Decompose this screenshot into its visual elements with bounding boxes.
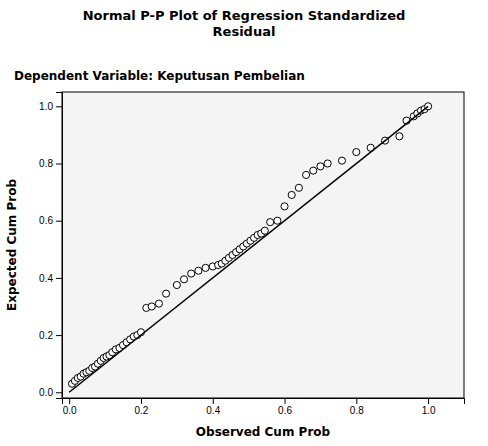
tick-label: 1.0 <box>422 405 436 416</box>
tick-mark <box>356 398 357 404</box>
tick: 0.0 <box>63 398 77 416</box>
point <box>180 276 187 283</box>
point <box>281 203 288 210</box>
point <box>295 184 302 191</box>
point <box>188 270 195 277</box>
tick-mark <box>285 398 286 404</box>
tick: 0.0 <box>39 387 62 398</box>
tick-label: 0.6 <box>39 215 53 226</box>
tick-label: 0.0 <box>63 405 77 416</box>
y-axis-label: Expected Cum Prob <box>5 179 19 311</box>
tick: 1.0 <box>422 398 436 416</box>
x-axis: 0.0 0.2 0.4 0.6 0.8 1.0 <box>63 398 465 416</box>
point <box>353 148 360 155</box>
plot-background <box>62 92 464 398</box>
tick: 0.2 <box>135 398 149 416</box>
marks <box>68 103 431 393</box>
y-axis: 0.0 0.2 0.4 0.6 0.8 1.0 <box>39 93 62 399</box>
tick-mark <box>56 392 62 393</box>
point <box>155 300 162 307</box>
tick: 0.2 <box>39 330 62 341</box>
point <box>317 163 324 170</box>
tick: 0.6 <box>39 215 62 226</box>
tick-mark <box>428 398 429 404</box>
tick-mark <box>56 221 62 222</box>
plot-frame <box>62 92 464 398</box>
point <box>338 157 345 164</box>
scatter-series <box>68 103 431 388</box>
point <box>202 264 209 271</box>
x-axis-label: Observed Cum Prob <box>196 425 331 439</box>
reference-line <box>69 106 428 392</box>
point <box>274 217 281 224</box>
tick: 0.4 <box>39 273 62 284</box>
tick: 0.8 <box>350 398 364 416</box>
point <box>195 267 202 274</box>
plot: 0.0 0.2 0.4 0.6 0.8 1.0 0.0 0.2 0.4 0.6 0.8 1.0 <box>39 92 464 416</box>
title: Normal P-P Plot of Regression Standardiz… <box>83 8 406 39</box>
tick-mark <box>56 278 62 279</box>
tick-label: 0.4 <box>206 405 220 416</box>
tick: 0.8 <box>39 158 62 169</box>
point <box>173 281 180 288</box>
tick-label: 0.8 <box>39 158 53 169</box>
tick-mark <box>141 398 142 404</box>
tick: 0.6 <box>278 398 292 416</box>
tick: 0.4 <box>206 398 220 416</box>
tick-label: 1.0 <box>39 101 53 112</box>
point <box>324 160 331 167</box>
point <box>303 171 310 178</box>
tick: 1.0 <box>39 101 62 112</box>
axis-line <box>63 399 465 405</box>
point <box>163 290 170 297</box>
tick-mark <box>56 335 62 336</box>
tick-label: 0.4 <box>39 273 53 284</box>
tick-label: 0.2 <box>39 330 53 341</box>
point <box>267 219 274 226</box>
tick-mark <box>56 163 62 164</box>
tick-mark <box>69 398 70 404</box>
tick-mark <box>56 106 62 107</box>
point <box>396 133 403 140</box>
axis-line <box>56 93 63 399</box>
tick-mark <box>213 398 214 404</box>
point <box>310 167 317 174</box>
subtitle: Dependent Variable: Keputusan Pembelian <box>14 69 305 83</box>
point <box>148 303 155 310</box>
tick-label: 0.2 <box>135 405 149 416</box>
tick-label: 0.6 <box>278 405 292 416</box>
point <box>288 191 295 198</box>
point <box>261 227 268 234</box>
tick-label: 0.8 <box>350 405 364 416</box>
tick-label: 0.0 <box>39 387 53 398</box>
chart: Normal P-P Plot of Regression Standardiz… <box>0 0 488 446</box>
